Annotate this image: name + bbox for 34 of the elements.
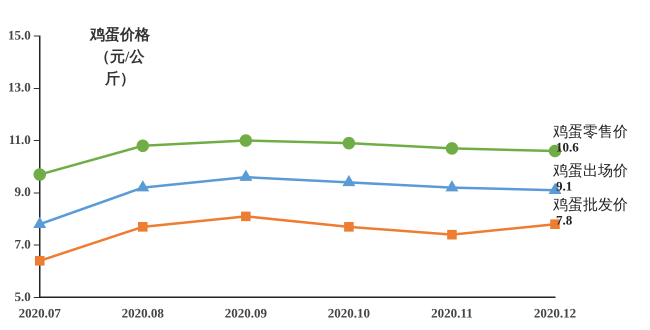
series-label: 鸡蛋出场价 — [552, 162, 628, 180]
x-tick-label: 2020.08 — [122, 306, 164, 321]
y-tick-label: 7.0 — [14, 236, 31, 252]
point — [343, 176, 354, 186]
point — [241, 212, 251, 222]
x-tick-label: 2020.11 — [431, 306, 473, 321]
point — [447, 230, 457, 240]
series-label: 鸡蛋批发价 — [552, 196, 628, 214]
x-tick-label: 2020.07 — [18, 306, 62, 321]
x-tick-label: 2020.12 — [534, 306, 576, 321]
y-tick-label: 13.0 — [8, 80, 31, 95]
y-axis-title: 鸡蛋价格（元/公斤） — [88, 26, 151, 88]
point — [342, 136, 356, 150]
point — [446, 181, 458, 192]
data-label: 9.1 — [556, 178, 572, 194]
point — [136, 140, 150, 152]
point — [240, 170, 252, 181]
point — [344, 222, 354, 232]
x-tick-label: 2020.10 — [328, 306, 370, 321]
point — [34, 218, 46, 228]
point — [240, 134, 252, 147]
data-label: 7.8 — [556, 212, 573, 228]
point — [34, 168, 46, 181]
point — [138, 222, 148, 232]
series-label: 鸡蛋零售价 — [552, 123, 628, 140]
point — [137, 181, 148, 192]
x-tick-label: 2020.09 — [224, 306, 268, 321]
point — [34, 256, 45, 266]
y-tick-label: 9.0 — [14, 184, 31, 200]
y-tick-label: 15.0 — [8, 27, 31, 42]
y-tick-label: 11.0 — [8, 132, 31, 147]
y-tick-label: 5.0 — [14, 288, 31, 304]
point — [446, 142, 458, 155]
data-label: 10.6 — [556, 139, 580, 154]
